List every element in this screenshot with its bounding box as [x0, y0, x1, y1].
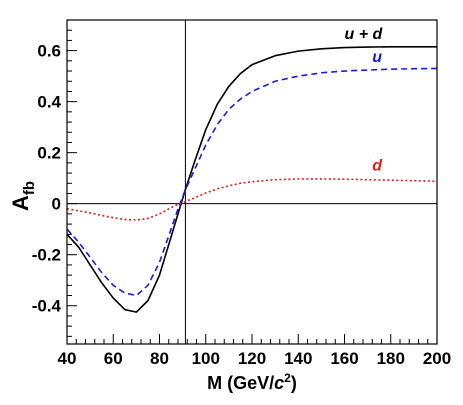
series-line-d [66, 178, 438, 221]
x-tick-label: 60 [104, 349, 123, 368]
series-labels: u + d u d [345, 26, 384, 174]
x-tick-label: 80 [150, 349, 169, 368]
x-tick-label: 140 [284, 349, 312, 368]
x-tick-label: 100 [192, 349, 220, 368]
y-tick-label: -0.4 [32, 297, 62, 316]
x-axis-label: M (GeV/c2) [207, 371, 297, 393]
series-label-u-plus-d: u + d [345, 26, 384, 43]
series-label-d: d [372, 158, 383, 175]
y-tick-label: 0.6 [37, 42, 61, 61]
series-line-u [66, 67, 438, 297]
y-axis-label: Afb [8, 181, 38, 211]
y-tick-label: 0.4 [37, 93, 61, 112]
axis-ticks [66, 29, 438, 344]
y-tick-label: -0.2 [32, 246, 61, 265]
y-tick-label: 0 [52, 195, 61, 214]
x-tick-label: 40 [58, 349, 77, 368]
series-layer [66, 45, 438, 313]
series-line-u-plus-d [66, 45, 437, 313]
x-tick-label: 180 [377, 349, 405, 368]
series-label-u: u [372, 49, 382, 66]
plot-frame [66, 19, 438, 345]
reference-lines [67, 20, 437, 344]
y-tick-label: 0.2 [37, 144, 61, 163]
x-tick-label: 160 [330, 349, 358, 368]
tick-labels: 40 60 80 100 120 140 160 180 200 -0.4 -0.2 0 0.2 0.4 0… [32, 42, 451, 368]
x-tick-label: 120 [238, 349, 266, 368]
x-tick-label: 200 [423, 349, 451, 368]
